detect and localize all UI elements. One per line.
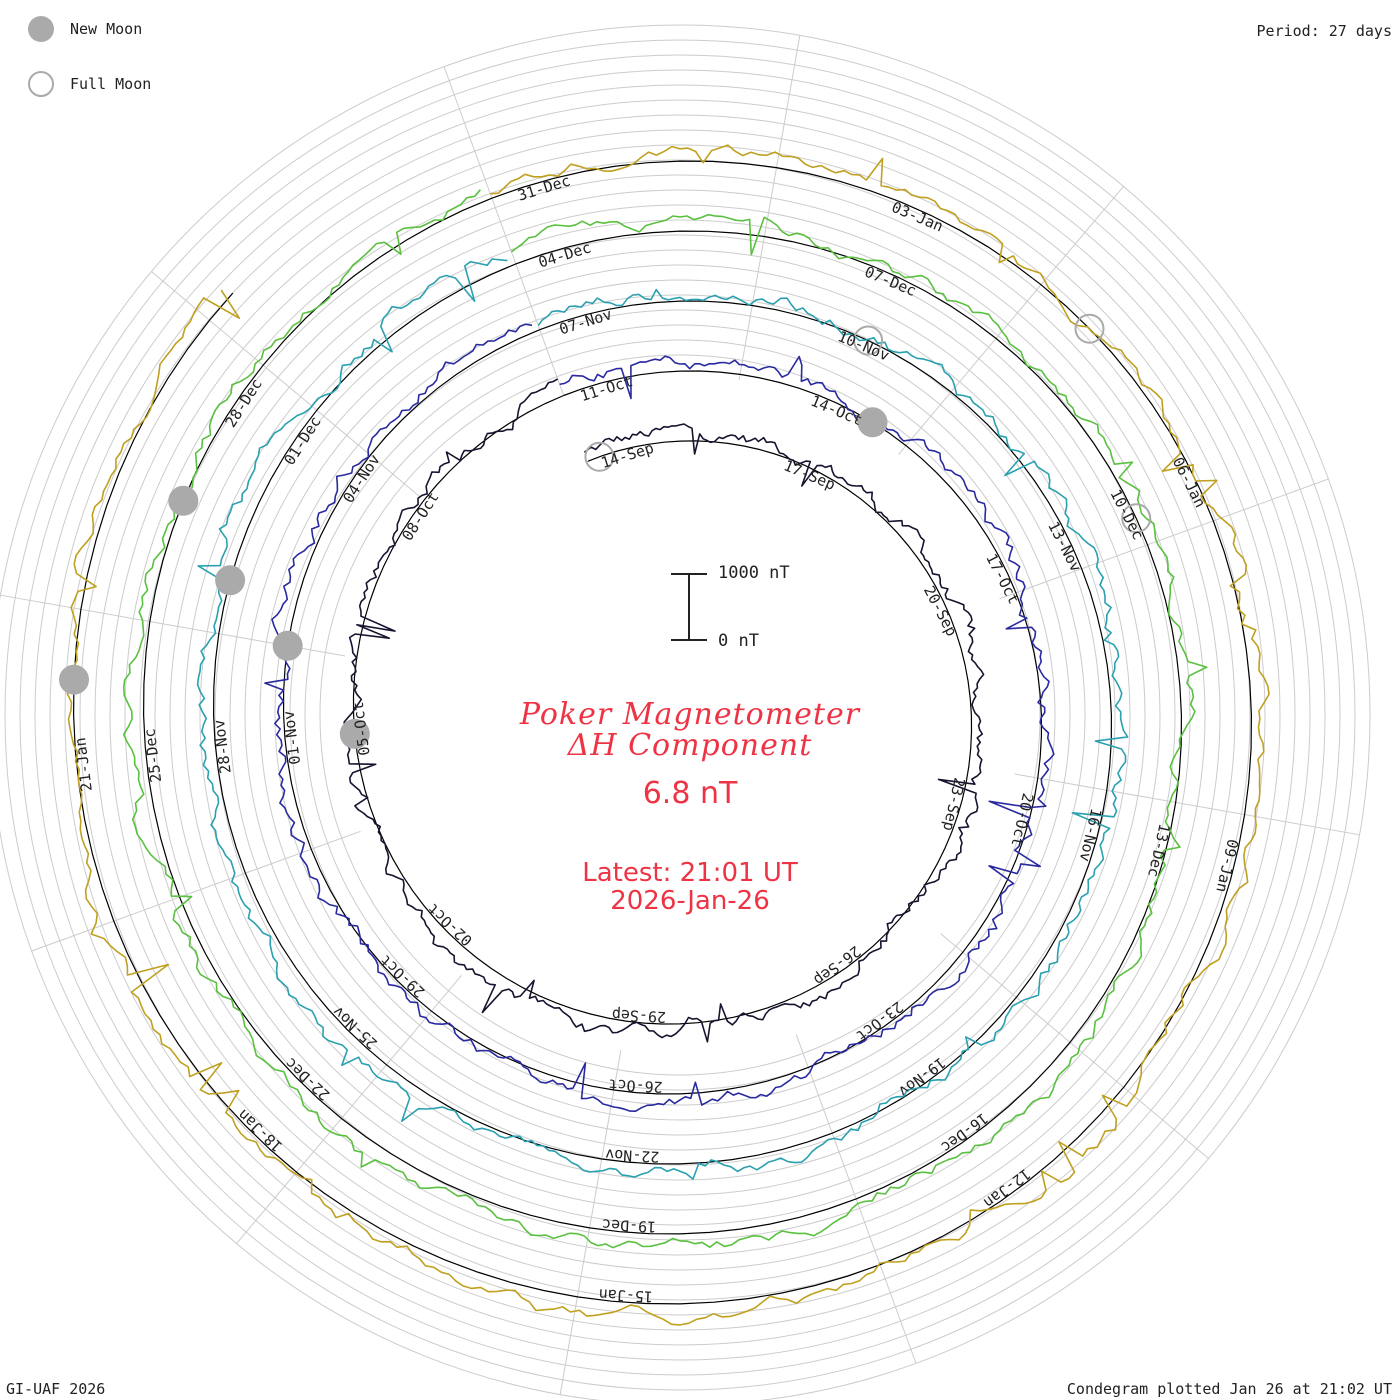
trace-revolution-3 [196, 258, 1129, 1180]
grid-spoke [236, 975, 462, 1244]
date-label: 10-Dec [1106, 486, 1147, 542]
date-label: 19-Dec [602, 1215, 657, 1236]
legend-new-moon: New Moon [28, 16, 142, 42]
grid-circle [259, 294, 1101, 1136]
date-label: 20-Sep [920, 583, 961, 639]
grid-circle [199, 234, 1161, 1196]
date-label: 29-Sep [611, 1006, 666, 1027]
grid-circle [0, 24, 1371, 1400]
date-label: 11-Oct [578, 372, 635, 405]
grid-circle [34, 69, 1326, 1361]
date-label: 26-Oct [608, 1075, 663, 1096]
grid-circle [4, 39, 1356, 1391]
baseline-revolution-3 [212, 263, 1113, 1165]
grid-circle [124, 159, 1236, 1271]
moon-phase-markers [59, 313, 1152, 749]
grid-spoke [738, 35, 801, 381]
date-label: 01-Dec [280, 413, 324, 468]
full-moon-marker [1121, 503, 1152, 534]
new-moon-marker [272, 630, 303, 661]
date-label: 26-Sep [810, 942, 864, 989]
new-moon-marker [857, 407, 888, 438]
grid-circle [229, 264, 1131, 1166]
trace-revolution-1 [343, 378, 985, 1043]
date-label: 16-Nov [1076, 807, 1105, 864]
latest-date: 2026-Jan-26 [610, 886, 770, 916]
grid-circle [64, 99, 1296, 1331]
grid-spoke [443, 66, 565, 396]
grid-circle [184, 219, 1176, 1211]
date-label: 06-Jan [1169, 454, 1210, 510]
scale-bottom-label: 0 nT [718, 631, 759, 651]
new-moon-marker [168, 485, 199, 516]
grid-circle [19, 54, 1341, 1376]
chart-title: Poker Magnetometer [519, 697, 861, 732]
grid-spoke [31, 830, 361, 952]
scale-bar [671, 573, 707, 641]
new-moon-marker [215, 565, 246, 596]
new-moon-marker [59, 664, 89, 695]
trace-revolution-5 [66, 144, 1270, 1326]
grid-circle [214, 249, 1146, 1181]
current-value: 6.8 nT [642, 776, 738, 811]
grid-spoke [999, 478, 1329, 600]
date-label: 10-Nov [835, 327, 892, 365]
full-moon-icon [28, 71, 54, 97]
date-label: 19-Nov [895, 1053, 949, 1100]
period-label: Period: 27 days [1256, 22, 1392, 40]
date-label: 04-Nov [339, 451, 383, 506]
grid-circle [304, 339, 1056, 1091]
grid-circle [94, 129, 1266, 1301]
date-label: 15-Jan [598, 1285, 653, 1306]
grid-circle [79, 114, 1281, 1316]
plotted-timestamp: Condegram plotted Jan 26 at 21:02 UT [1066, 1380, 1392, 1398]
date-label: 29-Oct [376, 951, 428, 1001]
grid-spoke [1014, 773, 1360, 836]
full-moon-marker [853, 325, 884, 356]
new-moon-icon [28, 16, 54, 42]
full-moon-marker [1074, 313, 1105, 344]
scale-top-label: 1000 nT [718, 563, 790, 583]
grid-spoke [559, 1049, 622, 1395]
grid-spoke [940, 933, 1209, 1159]
legend-new-moon-label: New Moon [70, 20, 143, 38]
grid-circle [109, 144, 1251, 1286]
magnetometer-traces [66, 144, 1270, 1326]
legend-full-moon: Full Moon [28, 71, 151, 97]
latest-time: Latest: 21:01 UT [582, 858, 798, 888]
grid-circle [169, 204, 1191, 1226]
date-label: 22-Dec [281, 1054, 333, 1104]
date-label: 14-Oct [808, 392, 865, 430]
grid-circle [49, 84, 1311, 1346]
grid-circle [139, 174, 1221, 1256]
trace-revolution-4 [122, 189, 1208, 1249]
date-label: 13-Nov [1044, 518, 1085, 574]
date-label: 04-Dec [536, 238, 593, 271]
baseline-revolution-4 [142, 197, 1183, 1235]
legend-full-moon-label: Full Moon [70, 75, 152, 93]
grid-circle [244, 279, 1116, 1151]
grid-circle [319, 354, 1041, 1076]
grid-circle [274, 309, 1086, 1121]
chart-subtitle: ΔH Component [567, 728, 813, 763]
grid-circle [289, 324, 1071, 1106]
date-label: 22-Nov [605, 1145, 660, 1166]
credit-label: GI-UAF 2026 [6, 1380, 106, 1398]
full-moon-marker [584, 441, 615, 472]
date-label: 14-Sep [599, 439, 656, 472]
date-label: 25-Nov [329, 1003, 381, 1053]
new-moon-marker [339, 718, 370, 749]
grid-spoke [898, 186, 1124, 455]
